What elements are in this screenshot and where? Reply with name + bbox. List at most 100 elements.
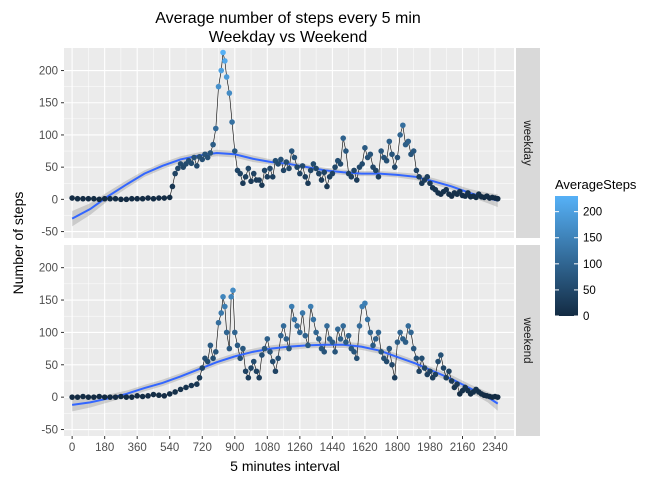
data-point <box>222 58 228 64</box>
data-point <box>419 355 425 362</box>
legend-color-bar <box>555 196 578 316</box>
legend-tick-label: 50 <box>583 285 596 297</box>
data-point <box>424 174 431 180</box>
data-point <box>234 342 241 349</box>
x-tick-label: 0 <box>69 442 75 454</box>
data-point <box>307 303 314 310</box>
data-point <box>337 161 344 167</box>
data-point <box>210 141 216 148</box>
data-point <box>139 393 146 400</box>
data-point <box>250 358 257 365</box>
data-point <box>402 339 409 345</box>
data-point <box>169 183 176 190</box>
data-point <box>264 174 271 180</box>
data-point <box>166 391 173 397</box>
data-point <box>353 177 360 183</box>
data-point <box>226 345 233 352</box>
data-point <box>222 303 228 310</box>
data-point <box>128 195 135 202</box>
data-point <box>123 394 130 400</box>
data-point <box>145 393 151 399</box>
chart-title-line-2: Weekday vs Weekend <box>209 29 368 46</box>
data-point <box>96 196 103 203</box>
data-point <box>432 371 439 378</box>
data-point <box>383 157 390 164</box>
data-point <box>305 342 311 349</box>
data-point <box>215 319 222 326</box>
data-point <box>321 349 328 355</box>
legend-tick-label: 0 <box>583 311 589 323</box>
data-point <box>280 323 287 329</box>
data-point <box>372 336 379 342</box>
data-point <box>288 148 295 154</box>
data-point <box>74 195 81 202</box>
data-point <box>85 394 92 400</box>
data-point <box>264 336 271 342</box>
data-point <box>386 345 393 352</box>
data-point <box>435 358 441 365</box>
data-point <box>405 323 412 329</box>
data-point <box>394 339 401 345</box>
x-tick-label: 1440 <box>320 442 346 454</box>
data-point <box>242 174 249 180</box>
data-point <box>408 329 414 336</box>
y-tick-label: 0 <box>52 194 58 206</box>
data-point <box>378 349 384 355</box>
data-point <box>337 336 344 342</box>
data-point <box>370 342 376 349</box>
y-tick-label: 100 <box>39 327 58 339</box>
y-tick-label: 50 <box>45 162 58 174</box>
data-point <box>313 329 319 336</box>
data-point <box>334 326 341 332</box>
data-point <box>161 195 168 201</box>
data-point <box>275 161 281 167</box>
data-point <box>448 378 455 384</box>
panel-background <box>64 48 514 238</box>
data-point <box>378 148 384 154</box>
data-point <box>85 195 92 202</box>
data-point <box>397 132 403 138</box>
x-tick-label: 720 <box>193 442 212 454</box>
data-point <box>356 323 363 329</box>
data-point <box>310 161 317 167</box>
panel-weekday: -50 0 50 100 150 200 weekday <box>39 48 540 239</box>
data-point <box>134 393 140 399</box>
data-point <box>226 90 233 96</box>
data-point <box>413 355 420 362</box>
data-point <box>199 365 206 371</box>
x-tick-label: 180 <box>95 442 114 454</box>
data-point <box>166 194 173 201</box>
data-point <box>231 329 238 336</box>
y-tick-label: 200 <box>39 263 58 275</box>
data-point <box>267 165 273 172</box>
data-point <box>188 382 195 389</box>
data-point <box>288 303 295 310</box>
data-point <box>443 374 450 381</box>
data-point <box>410 345 417 352</box>
data-point <box>294 323 300 329</box>
data-point <box>123 196 130 203</box>
panel-weekend: -50 0 50 100 150 200 weekend <box>39 245 540 437</box>
data-point <box>245 165 252 172</box>
data-point <box>307 167 314 174</box>
data-point <box>353 355 360 362</box>
data-point <box>405 138 412 145</box>
data-point <box>367 151 374 158</box>
data-point <box>248 365 254 371</box>
data-point <box>294 164 300 170</box>
data-point <box>223 74 230 80</box>
data-point <box>310 316 317 323</box>
data-point <box>240 345 246 352</box>
data-point <box>283 336 290 342</box>
data-point <box>440 365 447 371</box>
data-point <box>175 165 181 172</box>
y-tick-label: 100 <box>39 130 58 142</box>
data-point <box>248 178 254 185</box>
data-point <box>269 174 276 180</box>
y-tick-label: 150 <box>39 98 58 110</box>
data-point <box>397 329 403 336</box>
data-point <box>261 345 268 352</box>
data-point <box>228 293 234 300</box>
data-point <box>302 174 309 180</box>
